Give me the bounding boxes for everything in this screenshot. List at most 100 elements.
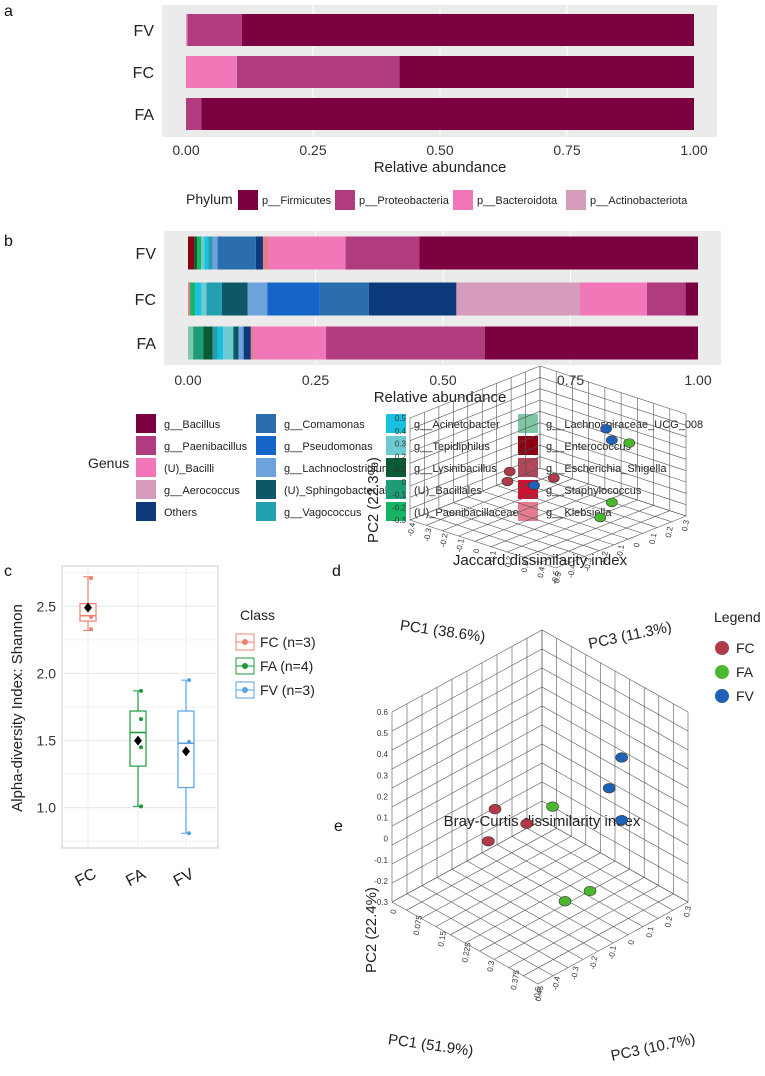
y-tick-label: -0.1 <box>392 491 406 500</box>
bar-segment-fa--u-bacillales <box>193 326 204 360</box>
z-tick-label: 0.45 <box>534 985 546 1002</box>
legend-label: (U)_Paenibacillaceae <box>414 507 519 519</box>
bar-segment-fv-g-lysinibacillus <box>194 236 198 270</box>
y-tick-label: 1.5 <box>37 733 57 749</box>
bar-segment-fc--u-paenibacillaceae <box>190 282 196 316</box>
grid-line <box>507 499 638 553</box>
grid-line <box>523 893 674 977</box>
x-axis-title: PC1 (51.9%) <box>387 1031 474 1060</box>
x-tick-label: 0.75 <box>557 372 584 388</box>
grid-line <box>539 467 687 517</box>
grid-line <box>539 377 687 426</box>
grid-line <box>523 505 654 558</box>
bar-segment-fv-g-enterococcus <box>188 236 195 270</box>
bar-segment-fv--u-paenibacillaceae <box>197 236 202 270</box>
x-tick-label: 0.50 <box>426 142 453 158</box>
grid-line <box>391 724 543 808</box>
x-tick-label: 1.00 <box>684 372 711 388</box>
legend-label: FA <box>736 664 754 680</box>
y-tick-label: 0 <box>384 835 389 844</box>
category-label-fc: FC <box>133 65 154 82</box>
legend-swatch <box>238 190 258 210</box>
z-tick-label: 0.375 <box>509 969 521 991</box>
legend-label: (U)_Bacilli <box>164 463 214 475</box>
y-tick-label: -0.2 <box>392 503 406 512</box>
grid-line <box>479 868 630 952</box>
grid-line <box>541 629 689 713</box>
z-tick-label: -0.3 <box>422 527 433 543</box>
z-tick-label: 0.1 <box>487 549 498 562</box>
chart-title: Bray-Curtis dissimilarity index <box>444 813 641 830</box>
bar-segment-fv-g-acinetobacter <box>204 236 209 270</box>
legend-swatch <box>715 689 729 703</box>
bar-segment-fa-g-bacillus <box>484 326 698 360</box>
z-tick-label: 0.5 <box>552 571 563 584</box>
bar-segment-fv--u-bacilli <box>269 236 346 270</box>
bar-segment-fv-g-klebsiella <box>262 236 270 270</box>
z-tick-label: 0 <box>472 547 482 553</box>
panel-d-3d-scatter: Jaccard dissimilarity index 0.5 0.4 0.3 0.2 0… <box>365 365 761 704</box>
y-tick-label: 0 <box>402 478 407 487</box>
data-point-fc <box>488 804 502 815</box>
grid-line <box>409 377 541 430</box>
bar-segment-fa-g-lachnospiraceae-ucg-008 <box>188 326 194 360</box>
grid-line <box>391 901 539 985</box>
grid-line <box>391 629 543 713</box>
grid-line <box>541 724 689 808</box>
bar-segment-fa-g-vagococcus <box>212 326 218 360</box>
bar-segment-fc-g-paenibacillus <box>647 282 686 316</box>
data-point-fa <box>546 801 559 812</box>
mean-marker <box>134 735 142 746</box>
x-tick-label: -0.5 <box>550 569 561 585</box>
data-point-fa <box>583 885 597 897</box>
grid-line <box>539 388 687 437</box>
bar-segment-fv-g-lachnoclostridium <box>212 236 218 270</box>
grid-line <box>539 433 687 483</box>
category-label-fv: FV <box>134 23 155 40</box>
bar-segment-fv-others <box>255 236 263 270</box>
x-axis-title: PC1 (38.6%) <box>399 617 486 646</box>
data-point-fc <box>482 836 495 847</box>
z-tick-label: 0.225 <box>460 941 472 963</box>
grid-line <box>409 388 541 441</box>
x-tick-label: 0 <box>632 542 642 548</box>
grid-line <box>490 494 622 547</box>
x-tick-label: -0.2 <box>599 550 610 566</box>
chart-title: Jaccard dissimilarity index <box>453 552 628 569</box>
grid-line <box>541 705 689 789</box>
grid-line <box>539 445 687 494</box>
x-tick-label: -0.3 <box>582 556 593 572</box>
panel-a-stacked-bar-chart: FV FC FA 0.00 0.25 0.50 0.75 1.00 Relative abund… <box>133 5 717 210</box>
legend-label: g__Staphylococcus <box>546 485 642 497</box>
legend-swatch <box>518 502 538 521</box>
legend-label: Others <box>164 507 198 519</box>
data-point <box>139 688 143 693</box>
legend-label: (U)_Bacillales <box>414 485 482 497</box>
legend-swatch <box>136 480 156 499</box>
legend-label: g__Lachnoclostridium <box>284 463 391 475</box>
data-point <box>187 831 191 836</box>
grid-line <box>409 411 541 464</box>
bar-segment-fc-g-vagococcus <box>206 282 222 316</box>
mean-marker <box>84 602 92 613</box>
z-tick-label: -0.1 <box>455 537 466 553</box>
bar-segment-fa--u-sphingobacteriales <box>233 326 239 360</box>
grid-line <box>541 648 689 732</box>
legend-swatch <box>518 458 538 477</box>
y-tick-label: 0.4 <box>395 427 407 436</box>
data-point <box>139 804 143 809</box>
x-tick-label: 0 <box>626 939 636 945</box>
data-point-fv <box>528 480 540 491</box>
x-tick-label: -0.1 <box>607 944 618 960</box>
legend-swatch <box>386 436 406 455</box>
data-point <box>89 627 93 632</box>
bar-segment-fa-p-firmicutes <box>201 98 695 130</box>
bar-segment-fv-g-paenibacillus <box>345 236 420 270</box>
x-tick-label: 0.2 <box>663 915 674 928</box>
bar-segment-fv-g-tepidiphilus <box>201 236 205 270</box>
legend-label: p__Firmicutes <box>262 195 332 207</box>
bar-segment-fa-g-acinetobacter <box>217 326 224 360</box>
grid-line <box>467 496 614 546</box>
z-axis-title: PC3 (10.7%) <box>609 1030 697 1064</box>
grid-line <box>409 456 541 509</box>
